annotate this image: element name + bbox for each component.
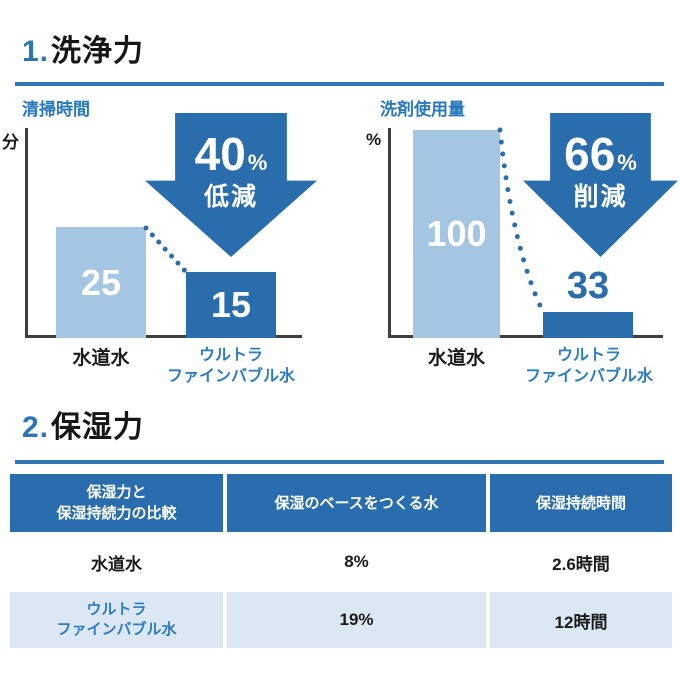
row-ufb-water-base: 19% (227, 592, 486, 648)
bar-tap-water: 25 (56, 227, 146, 338)
bar-tap-water-value: 100 (426, 213, 487, 254)
axes (25, 128, 302, 338)
section-2-number: 2. (22, 411, 50, 444)
x-label-ufb-line1: ウルトラ (198, 347, 263, 364)
row-tap-water-base: 8% (227, 532, 486, 592)
row-ufb-water-name: ウルトラファインバブル水 (10, 592, 223, 648)
section-1-title-text: 洗浄力 (51, 35, 145, 68)
chart-cleaning-time-title: 清掃時間 (22, 100, 90, 119)
chart-detergent-usage-title: 洗剤使用量 (380, 100, 465, 119)
table-header-comparison-line2: 保湿持続力の比較 (56, 505, 177, 522)
reduction-label: 低減 (203, 183, 258, 211)
x-label-ufb-water: ウルトラファインバブル水 (156, 346, 306, 388)
section-2-title-text: 保湿力 (51, 411, 145, 444)
reduction-value: 40% (195, 131, 268, 177)
x-label-ufb-line2: ファインバブル水 (166, 367, 295, 385)
x-label-tap-water: 水道水 (72, 348, 130, 369)
section-2-divider (15, 460, 664, 464)
percent-sign: % (617, 150, 637, 175)
moisture-comparison-table: 保湿力と保湿持続力の比較 保湿のベースをつくる水 保湿持続時間 水道水 8% 2… (10, 474, 672, 648)
bar-ufb-water-value: 33 (566, 265, 610, 307)
table-header-base-water: 保湿のベースをつくる水 (227, 474, 486, 532)
row-ufb-name-line1: ウルトラ (86, 600, 147, 618)
x-label-tap-water: 水道水 (427, 348, 485, 369)
x-label-ufb-line2: ファインバブル水 (524, 367, 653, 385)
table-header-comparison-line1: 保湿力と (86, 484, 147, 501)
chart-cleaning-time: 清掃時間 分 25 15 40% 低減 水道水 ウルトラファインバブル水 (2, 95, 340, 395)
chart-detergent-usage: 洗剤使用量 % 100 33 66% 削減 水道水 ウルトラファインバブル水 (350, 95, 680, 395)
axes (388, 128, 663, 338)
section-1-title: 1.洗浄力 (22, 26, 144, 70)
section-2-title: 2.保湿力 (22, 402, 144, 446)
bar-ufb-water-value: 15 (210, 284, 252, 325)
bar-tap-water: 100 (413, 130, 500, 338)
percent-sign: % (247, 150, 268, 175)
reduction-number: 66 (564, 128, 616, 180)
row-tap-water-name: 水道水 (10, 532, 223, 592)
y-axis-unit-percent: % (366, 130, 382, 149)
section-1-number: 1. (22, 35, 50, 68)
reduction-value: 66% (564, 131, 637, 177)
dotted-trend-line (497, 127, 546, 315)
table-header-comparison: 保湿力と保湿持続力の比較 (10, 474, 223, 532)
reduction-label: 削減 (573, 183, 628, 211)
bar-ufb-water: 15 (186, 272, 276, 338)
row-ufb-water-duration: 12時間 (490, 592, 672, 648)
bar-tap-water-value: 25 (80, 261, 122, 303)
section-1-divider (15, 82, 664, 86)
x-label-ufb-line1: ウルトラ (556, 347, 621, 364)
row-tap-water-duration: 2.6時間 (490, 532, 672, 592)
table-header-duration: 保湿持続時間 (490, 474, 672, 532)
reduction-number: 40 (194, 128, 246, 180)
bar-ufb-water (543, 312, 633, 338)
row-ufb-name-line2: ファインバブル水 (56, 621, 177, 638)
x-label-ufb-water: ウルトラファインバブル水 (514, 346, 664, 388)
y-axis-unit-minutes: 分 (2, 133, 19, 152)
dotted-trend-line (143, 225, 189, 275)
